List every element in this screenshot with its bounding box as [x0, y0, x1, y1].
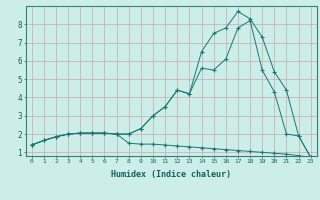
- X-axis label: Humidex (Indice chaleur): Humidex (Indice chaleur): [111, 170, 231, 179]
